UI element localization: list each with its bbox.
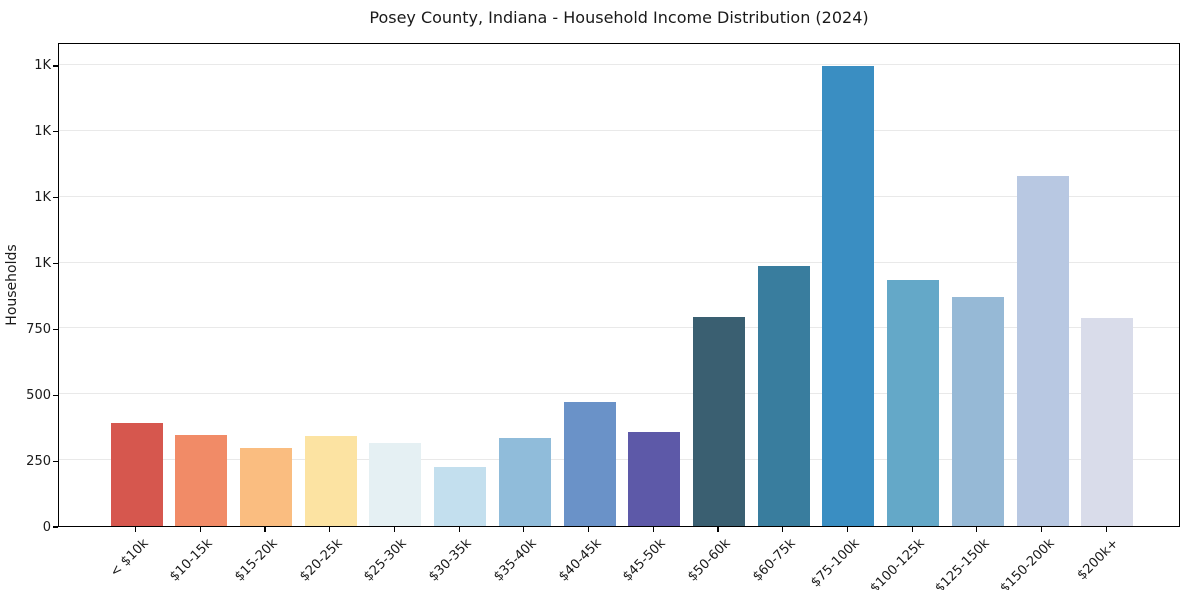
- x-tick-mark: [199, 527, 201, 532]
- x-tick-mark: [587, 527, 590, 532]
- x-tick-label: $60-75k: [749, 536, 799, 585]
- gridline-1000: [59, 261, 1179, 263]
- y-tick-mark: [53, 394, 58, 396]
- y-tick-label: 0: [42, 519, 51, 535]
- x-tick-label: $15-20k: [232, 536, 281, 585]
- x-tick-mark: [1040, 527, 1043, 532]
- x-tick-mark: [976, 527, 978, 532]
- bar-15-20k: [239, 448, 292, 526]
- y-tick-label: 1K: [34, 124, 51, 140]
- x-tick-label: $50-60k: [685, 536, 734, 585]
- bar-10-15k: [175, 435, 228, 526]
- x-tick-label: $40-45k: [555, 536, 605, 585]
- x-tick-mark: [717, 527, 719, 532]
- x-tick-label: $25-30k: [361, 536, 410, 585]
- gridline-1250: [59, 195, 1179, 197]
- y-tick-mark: [53, 65, 58, 67]
- x-tick-mark: [846, 527, 848, 532]
- y-tick-mark: [53, 197, 58, 199]
- bar-125-150k: [951, 296, 1004, 526]
- x-tick-mark: [911, 527, 913, 532]
- x-tick-mark: [329, 527, 331, 532]
- x-tick-mark: [652, 527, 654, 532]
- chart-title: Posey County, Indiana - Household Income…: [369, 8, 869, 27]
- x-tick-mark: [458, 527, 460, 532]
- x-tick-label: $20-25k: [296, 536, 346, 585]
- x-tick-label: $10-15k: [167, 536, 216, 585]
- bar-30-35k: [434, 466, 487, 526]
- bar-45-50k: [628, 432, 681, 526]
- y-tick-mark: [53, 526, 58, 528]
- bar-10k: [110, 423, 163, 526]
- x-tick-label: $100-125k: [867, 536, 928, 590]
- x-tick-mark: [782, 527, 784, 532]
- gridline-750: [59, 327, 1179, 329]
- x-tick-label: $45-50k: [620, 536, 669, 585]
- y-tick-label: 500: [26, 387, 51, 403]
- gridline-500: [59, 393, 1179, 395]
- gridline-1750: [59, 63, 1179, 65]
- x-tick-label: $75-100k: [808, 536, 864, 590]
- x-tick-mark: [264, 527, 266, 532]
- bar-25-30k: [369, 443, 422, 526]
- plot-area: [58, 43, 1180, 527]
- bar-75-100k: [822, 66, 875, 526]
- bar-20-25k: [304, 436, 357, 526]
- y-tick-label: 250: [26, 453, 51, 469]
- bar-35-40k: [498, 437, 551, 526]
- y-tick-mark: [53, 262, 58, 265]
- x-tick-label: $35-40k: [490, 536, 540, 585]
- x-tick-label: $125-150k: [932, 536, 993, 590]
- y-tick-mark: [53, 460, 58, 462]
- y-tick-mark: [53, 328, 58, 330]
- bar-200k+: [1081, 317, 1134, 526]
- x-tick-label: $150-200k: [996, 536, 1058, 590]
- bar-60-75k: [757, 266, 810, 526]
- x-tick-mark: [393, 527, 395, 532]
- y-tick-label: 1K: [34, 256, 51, 272]
- x-tick-mark: [134, 527, 137, 532]
- bar-100-125k: [887, 279, 940, 526]
- gridline-250: [59, 459, 1179, 461]
- y-tick-mark: [53, 131, 58, 133]
- y-tick-label: 750: [26, 321, 51, 337]
- y-tick-label: 1K: [34, 190, 51, 206]
- x-tick-mark: [523, 527, 525, 532]
- x-tick-label: < $10k: [107, 536, 152, 581]
- x-tick-label: $30-35k: [426, 536, 475, 585]
- bar-50-60k: [692, 316, 745, 526]
- bar-150-200k: [1016, 175, 1069, 526]
- y-tick-label: 1K: [34, 58, 51, 74]
- bar-40-45k: [563, 402, 616, 526]
- x-tick-label: $200k+: [1074, 536, 1122, 584]
- y-axis-label: Households: [4, 244, 20, 326]
- x-tick-mark: [1105, 527, 1107, 532]
- gridline-1500: [59, 129, 1179, 131]
